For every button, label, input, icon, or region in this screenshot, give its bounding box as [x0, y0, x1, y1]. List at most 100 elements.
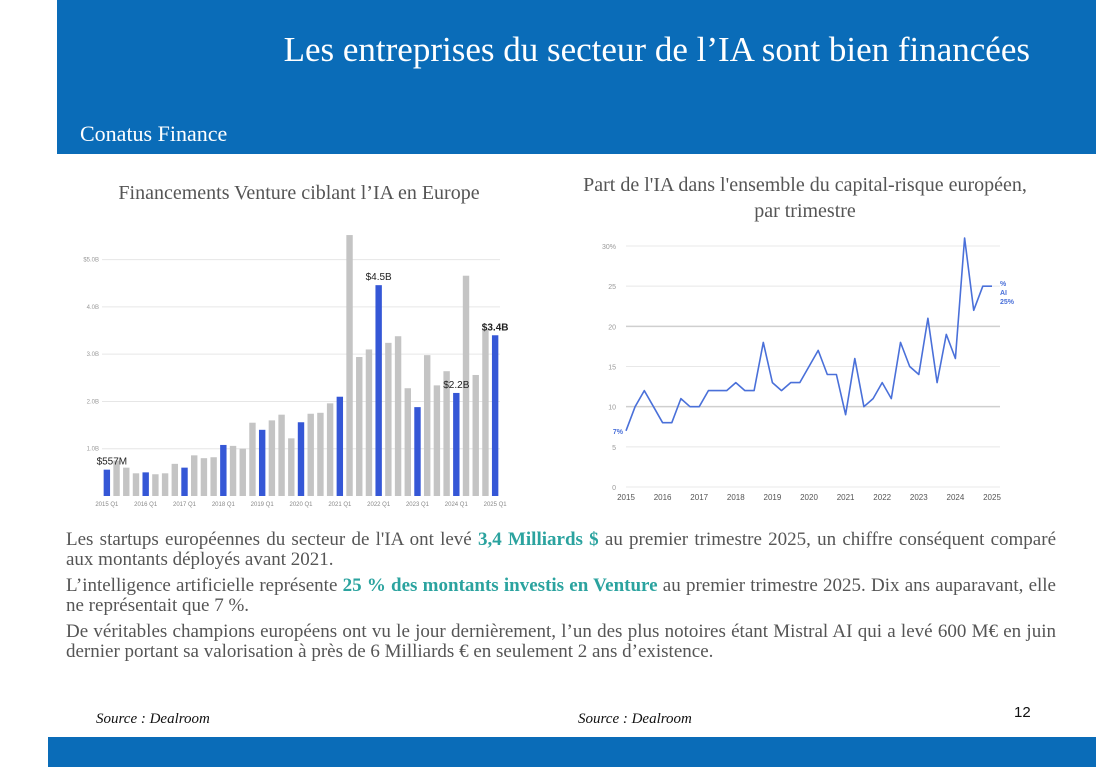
bar	[210, 457, 217, 496]
line-y-tick-label: 5	[612, 445, 616, 452]
line-x-tick-label: 2018	[727, 493, 745, 502]
bar	[385, 342, 392, 496]
bar	[171, 463, 179, 496]
bar	[462, 275, 470, 496]
bar	[453, 392, 460, 496]
bar-y-tick-label: 2.0B	[87, 399, 99, 405]
line-x-tick-label: 2025	[983, 493, 1001, 502]
line-x-tick-label: 2015	[617, 493, 635, 502]
bar	[181, 467, 188, 496]
bar	[191, 455, 198, 496]
bar-y-tick-label: $5.0B	[83, 258, 99, 264]
bar	[258, 429, 266, 496]
bar-x-tick-label: 2025 Q1	[484, 502, 508, 508]
bar	[220, 444, 227, 496]
highlight-share: 25 % des montants investis en Venture	[342, 575, 658, 596]
bar	[472, 374, 479, 496]
line-series-ai	[625, 237, 992, 432]
line-y-tick-label: 10	[608, 405, 616, 412]
paragraph-3: De véritables champions européens ont vu…	[66, 621, 1056, 662]
bar	[229, 445, 237, 496]
bar-x-tick-label: 2015 Q1	[95, 502, 119, 508]
source-note-left: Source : Dealroom	[96, 711, 210, 727]
bar	[132, 473, 140, 496]
bar	[414, 407, 421, 496]
line-end-label: 25%	[1000, 299, 1015, 306]
bar-x-tick-label: 2023 Q1	[406, 502, 430, 508]
line-x-tick-label: 2019	[764, 493, 782, 502]
body-text: Les startups européennes du secteur de l…	[66, 530, 1056, 668]
bar-chart-title: Financements Venture ciblant l’IA en Eur…	[118, 182, 480, 204]
line-x-tick-label: 2022	[873, 493, 891, 502]
bar	[433, 385, 441, 496]
bar	[317, 412, 324, 496]
footer-bar	[48, 737, 1096, 767]
bar	[491, 335, 499, 496]
slide-subtitle: Conatus Finance	[80, 121, 228, 146]
bar-x-tick-label: 2024 Q1	[445, 502, 469, 508]
line-series-label: %	[1000, 281, 1007, 288]
bar-x-tick-label: 2018 Q1	[212, 502, 236, 508]
line-start-label: 7%	[613, 429, 624, 436]
bar	[152, 474, 159, 496]
bar	[356, 357, 363, 496]
line-y-tick-label: 30%	[602, 244, 616, 251]
bar	[394, 336, 402, 496]
highlight-amount: 3,4 Milliards $	[477, 529, 599, 550]
bar	[123, 467, 130, 496]
line-x-tick-label: 2023	[910, 493, 928, 502]
bar	[288, 438, 295, 496]
bar-x-tick-label: 2019 Q1	[251, 502, 275, 508]
bar-chart: 1.0B 2.0B 3.0B 4.0B $5.0B 2015 Q1 2016 Q1 2017 …	[83, 235, 508, 508]
bar	[297, 422, 305, 496]
bar-data-label: $2.2B	[443, 380, 469, 391]
bar	[482, 329, 489, 496]
bar	[239, 448, 246, 496]
slide-title: Les entreprises du secteur de l’IA sont …	[283, 30, 1030, 69]
bar-x-tick-label: 2021 Q1	[328, 502, 352, 508]
bar-data-label: $3.4B	[482, 322, 508, 333]
bar	[249, 422, 256, 496]
bar	[336, 396, 344, 496]
paragraph-1: Les startups européennes du secteur de l…	[66, 529, 1056, 570]
line-x-tick-label: 2016	[654, 493, 672, 502]
bar-x-tick-label: 2020 Q1	[289, 502, 313, 508]
line-x-tick-label: 2024	[947, 493, 965, 502]
line-x-tick-label: 2020	[800, 493, 818, 502]
bar-data-label: $557M	[97, 457, 128, 468]
bar	[443, 371, 450, 496]
line-y-tick-label: 15	[608, 365, 616, 372]
bar	[113, 460, 120, 496]
bar-x-tick-label: 2016 Q1	[134, 502, 158, 508]
page-number: 12	[1014, 704, 1031, 721]
bar-x-tick-label: 2022 Q1	[367, 502, 391, 508]
bar-y-tick-label: 1.0B	[87, 447, 99, 453]
bar	[346, 235, 353, 496]
line-series-label: AI	[1000, 290, 1007, 297]
bar	[103, 469, 111, 496]
line-y-tick-label: 25	[608, 284, 616, 291]
bar	[423, 355, 431, 496]
bar	[161, 473, 169, 496]
bar	[404, 388, 411, 496]
line-y-tick-label: 20	[608, 324, 616, 331]
line-y-tick-label: 0	[612, 485, 616, 492]
bar-data-label: $4.5B	[366, 272, 392, 283]
bar	[365, 349, 373, 496]
bar-y-tick-label: 4.0B	[87, 305, 99, 311]
line-x-tick-label: 2021	[837, 493, 855, 502]
bar	[200, 458, 208, 496]
line-x-tick-label: 2017	[690, 493, 708, 502]
bar	[268, 420, 276, 496]
bar-y-tick-label: 3.0B	[87, 352, 99, 358]
bar-x-tick-label: 2017 Q1	[173, 502, 197, 508]
bar	[375, 285, 382, 496]
bar	[278, 414, 285, 496]
line-chart-title: Part de l'IA dans l'ensemble du capital-…	[583, 174, 1027, 222]
source-note-right: Source : Dealroom	[578, 711, 692, 727]
bar	[307, 413, 314, 496]
paragraph-2: L’intelligence artificielle représente 2…	[66, 575, 1056, 616]
bar	[142, 472, 149, 496]
header-bar	[57, 0, 1096, 154]
